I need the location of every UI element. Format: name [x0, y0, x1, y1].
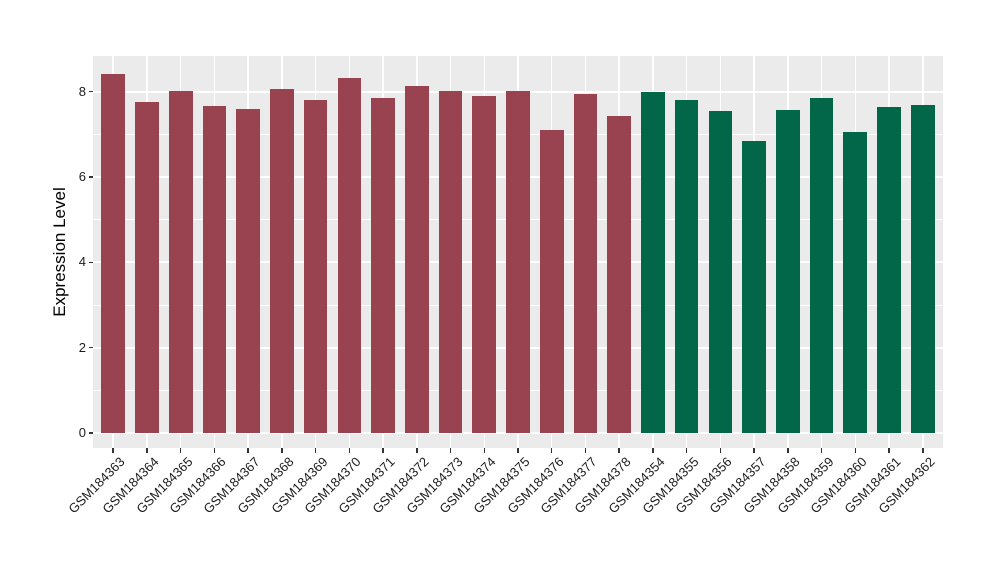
bar-GSM184366 — [202, 105, 227, 433]
plot-panel — [93, 56, 943, 448]
y-tick-mark — [89, 176, 93, 178]
x-tick-mark — [618, 448, 620, 453]
bar-GSM184368 — [270, 89, 294, 433]
bar-GSM184363 — [101, 74, 126, 433]
bar-GSM184373 — [438, 90, 463, 433]
y-tick-label: 0 — [78, 425, 86, 440]
x-tick-mark — [382, 448, 384, 453]
bar-GSM184364 — [135, 101, 159, 433]
y-tick-mark — [89, 432, 93, 434]
bar-GSM184354 — [641, 92, 665, 433]
bar-GSM184357 — [742, 141, 766, 433]
bar-GSM184360 — [843, 132, 868, 433]
y-tick-label: 2 — [78, 339, 86, 355]
bar-GSM184376 — [539, 130, 564, 433]
x-tick-mark — [888, 448, 890, 453]
major-gridline — [93, 432, 943, 434]
x-tick-mark — [449, 448, 452, 453]
y-axis-title: Expression Level — [50, 187, 69, 317]
y-tick-label: 8 — [78, 83, 86, 99]
x-tick-mark — [281, 448, 283, 453]
y-tick-label: 6 — [78, 169, 86, 185]
bar-GSM184374 — [472, 95, 497, 433]
bar-GSM184370 — [337, 78, 362, 433]
x-tick-mark — [753, 448, 755, 453]
x-tick-mark — [483, 448, 486, 453]
y-tick-mark — [89, 261, 93, 264]
bar-GSM184359 — [809, 97, 834, 433]
x-tick-mark — [550, 448, 553, 453]
bar-GSM184369 — [303, 99, 328, 433]
bar-GSM184367 — [236, 108, 260, 433]
bar-GSM184372 — [405, 86, 429, 433]
bar-GSM184362 — [910, 104, 935, 433]
x-tick-mark — [922, 448, 924, 453]
y-tick-mark — [89, 90, 93, 93]
x-tick-mark — [719, 448, 722, 453]
x-tick-mark — [112, 448, 114, 453]
bar-GSM184375 — [506, 90, 530, 433]
bar-GSM184377 — [573, 93, 598, 433]
x-tick-mark — [416, 448, 418, 453]
x-tick-mark — [348, 448, 351, 453]
bar-GSM184371 — [371, 97, 395, 433]
bar-GSM184356 — [708, 110, 733, 433]
x-tick-mark — [787, 448, 789, 453]
x-tick-mark — [854, 448, 857, 453]
x-tick-mark — [213, 448, 216, 453]
y-tick-label: 4 — [78, 254, 86, 270]
x-tick-mark — [247, 448, 249, 453]
x-tick-mark — [146, 448, 148, 453]
x-tick-mark — [179, 448, 182, 453]
bar-GSM184355 — [674, 99, 699, 433]
y-tick-mark — [89, 346, 93, 349]
x-tick-mark — [314, 448, 317, 453]
x-tick-mark — [652, 448, 654, 453]
x-tick-mark — [517, 448, 519, 453]
bar-GSM184365 — [168, 90, 193, 433]
x-tick-mark — [584, 448, 587, 453]
x-tick-mark — [820, 448, 823, 453]
x-tick-mark — [685, 448, 688, 453]
bar-GSM184358 — [776, 110, 800, 433]
bar-GSM184378 — [607, 115, 631, 433]
bar-GSM184361 — [877, 106, 901, 433]
